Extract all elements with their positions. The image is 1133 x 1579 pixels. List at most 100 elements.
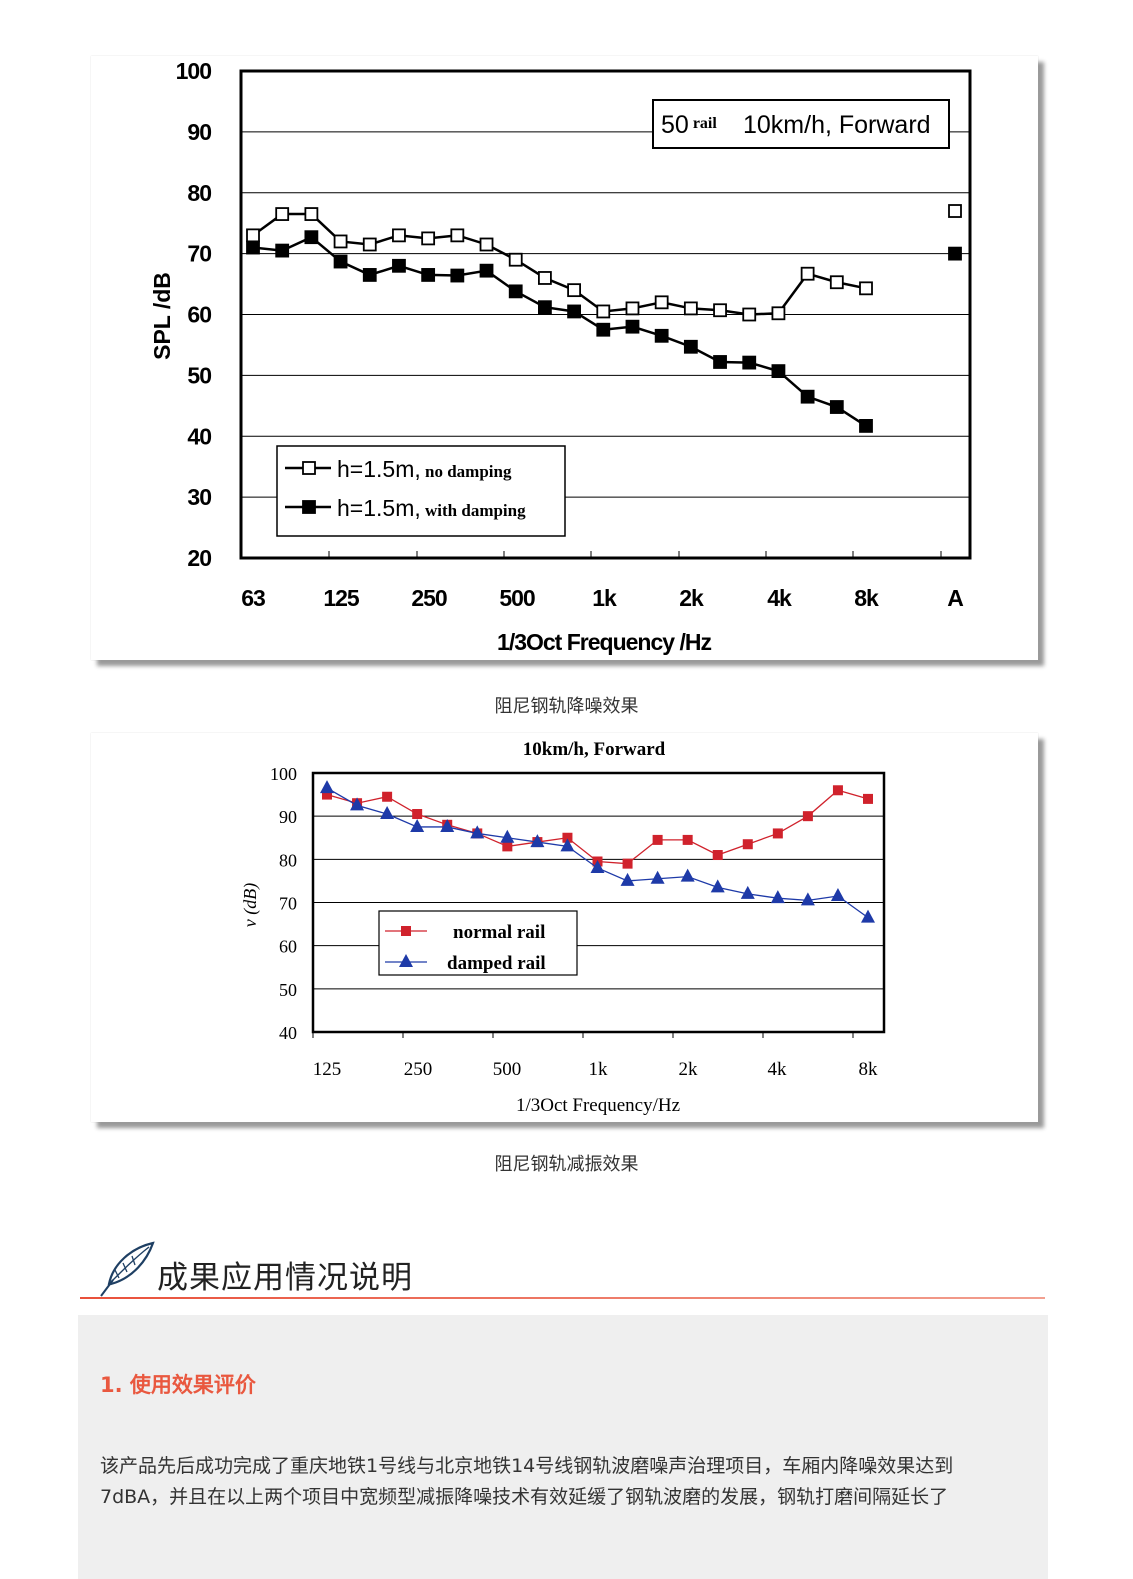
subsection-heading: 1. 使用效果评价 bbox=[100, 1373, 256, 1397]
data-point bbox=[683, 301, 698, 316]
data-point bbox=[350, 797, 365, 811]
data-point bbox=[320, 780, 334, 794]
data-point bbox=[830, 888, 845, 902]
data-point bbox=[654, 328, 669, 343]
x-tick-label: 250 bbox=[411, 585, 447, 611]
data-point bbox=[680, 868, 695, 882]
data-point bbox=[650, 870, 665, 884]
data-point bbox=[382, 791, 393, 802]
plot-frame bbox=[311, 771, 886, 1034]
legend-label: damped rail bbox=[447, 953, 546, 974]
y-tick-label: 30 bbox=[187, 484, 211, 510]
y-tick-label: 40 bbox=[187, 423, 211, 449]
figure-caption-vibration: 阻尼钢轨减振效果 bbox=[494, 1154, 639, 1175]
a-weighted-point bbox=[948, 204, 962, 218]
data-point bbox=[246, 240, 260, 255]
data-point bbox=[622, 858, 633, 869]
data-point bbox=[362, 237, 377, 252]
data-point bbox=[275, 243, 290, 258]
data-point bbox=[392, 258, 406, 273]
noise-reduction-figure: 100 90 80 70 60 50 40 30 20 63 125 250 500 1k 2k 4k 8k A 1… bbox=[91, 56, 1038, 660]
legend-label: h=1.5m, no damping bbox=[337, 456, 512, 482]
paragraph-line: 7dBA，并且在以上两个项目中宽频型减振降噪技术有效延缓了钢轨波磨的发展，钢轨打… bbox=[100, 1486, 949, 1508]
data-point bbox=[652, 834, 663, 845]
legend-box bbox=[276, 445, 566, 537]
data-point bbox=[508, 252, 523, 267]
data-point bbox=[304, 207, 319, 221]
data-point bbox=[567, 283, 581, 298]
data-point bbox=[654, 295, 669, 310]
y-tick-label: 50 bbox=[187, 362, 211, 388]
body-paragraph: 该产品先后成功完成了重庆地铁1号线与北京地铁14号线钢轨波磨噪声治理项目，车厢内… bbox=[100, 1451, 1035, 1513]
data-point bbox=[596, 322, 611, 337]
x-tick-label: 125 bbox=[313, 1059, 342, 1080]
x-tick-label: 4k bbox=[767, 585, 792, 611]
legend-marker bbox=[302, 461, 316, 475]
legend-marker bbox=[302, 500, 316, 514]
data-point bbox=[450, 228, 465, 243]
data-point bbox=[771, 306, 786, 321]
data-point bbox=[333, 254, 348, 269]
y-tick-label: 100 bbox=[270, 764, 297, 784]
data-point bbox=[800, 266, 815, 281]
data-point bbox=[800, 389, 815, 404]
x-tick-label: A bbox=[947, 585, 963, 611]
data-point bbox=[713, 355, 727, 369]
x-tick-label: 2k bbox=[679, 585, 704, 611]
legend-label: h=1.5m, with damping bbox=[337, 495, 526, 521]
data-point bbox=[530, 834, 545, 848]
data-point bbox=[392, 228, 406, 243]
x-tick-label: 500 bbox=[499, 585, 535, 611]
data-point bbox=[832, 785, 843, 796]
vibration-chart: 10km/h, Forward 100 90 80 70 60 50 40 125 250 500 1… bbox=[240, 739, 886, 1116]
content-panel: 1. 使用效果评价 该产品先后成功完成了重庆地铁1号线与北京地铁14号线钢轨波磨… bbox=[78, 1315, 1048, 1579]
y-tick-label: 50 bbox=[279, 980, 297, 1000]
data-point bbox=[859, 419, 873, 433]
y-tick-label: 60 bbox=[279, 937, 297, 957]
y-tick-label: 80 bbox=[187, 180, 211, 206]
data-point bbox=[683, 339, 698, 354]
data-point bbox=[410, 818, 425, 832]
y-tick-label: 60 bbox=[187, 302, 211, 328]
data-point bbox=[590, 859, 605, 873]
x-tick-label: 63 bbox=[241, 585, 265, 611]
y-tick-label: 90 bbox=[187, 119, 211, 145]
data-point bbox=[625, 301, 640, 316]
data-point bbox=[596, 304, 611, 319]
y-tick-label: 70 bbox=[279, 894, 297, 914]
legend-marker bbox=[399, 954, 413, 967]
data-point bbox=[712, 850, 723, 861]
data-point bbox=[861, 909, 875, 923]
y-tick-label: 90 bbox=[279, 807, 297, 827]
annotation-text: 50 rail 10km/h, Forward bbox=[661, 111, 931, 139]
plot-frame bbox=[239, 69, 972, 560]
section-header: 成果应用情况说明 bbox=[95, 1240, 1055, 1300]
data-point bbox=[479, 263, 494, 278]
x-tick-label: 125 bbox=[323, 585, 360, 611]
y-tick-label: 40 bbox=[279, 1023, 297, 1043]
data-point bbox=[421, 268, 436, 282]
series-line bbox=[326, 789, 869, 865]
x-tick-label: 1k bbox=[592, 585, 617, 611]
x-tick-label: 4k bbox=[768, 1059, 788, 1080]
data-point bbox=[412, 809, 423, 820]
data-point bbox=[742, 355, 757, 370]
data-point bbox=[322, 789, 332, 800]
data-point bbox=[440, 818, 455, 832]
data-point bbox=[863, 793, 873, 804]
chart-title: 10km/h, Forward bbox=[523, 739, 666, 760]
data-point bbox=[740, 885, 755, 899]
section-title: 成果应用情况说明 bbox=[157, 1260, 413, 1296]
data-point bbox=[500, 829, 515, 843]
data-point bbox=[562, 832, 573, 843]
data-point bbox=[304, 230, 319, 245]
data-point bbox=[362, 268, 377, 282]
data-point bbox=[567, 304, 581, 319]
data-point bbox=[508, 284, 523, 299]
x-tick-label: 2k bbox=[679, 1059, 699, 1080]
data-point bbox=[333, 234, 348, 249]
data-point bbox=[829, 275, 844, 290]
y-tick-label: 80 bbox=[279, 850, 297, 870]
x-tick-label: 1k bbox=[589, 1059, 609, 1080]
x-tick-label: 8k bbox=[854, 585, 879, 611]
